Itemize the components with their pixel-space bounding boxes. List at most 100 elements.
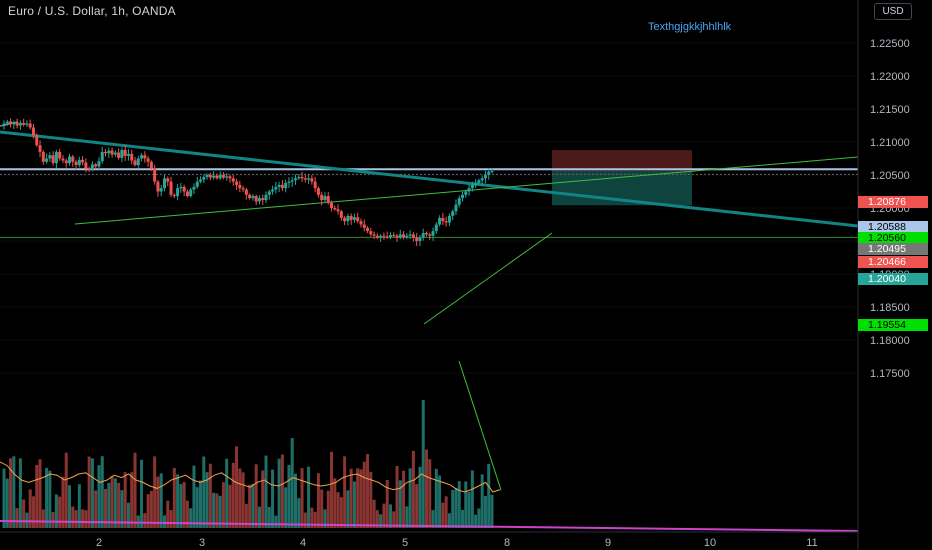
- time-tick-label: 10: [704, 537, 716, 549]
- volume-bar: [431, 510, 435, 528]
- volume-bar: [22, 499, 26, 528]
- time-tick-label: 11: [806, 537, 817, 549]
- candle-body: [136, 158, 140, 166]
- candle-body: [418, 237, 422, 241]
- uptrend-line: [423, 232, 553, 325]
- candle-body: [202, 176, 206, 180]
- candle-body: [467, 188, 471, 192]
- volume-bar: [195, 487, 199, 528]
- candle-body: [483, 175, 487, 179]
- volume-bar: [38, 459, 42, 528]
- candle-body: [261, 198, 265, 201]
- candle-body: [18, 122, 22, 126]
- volume-bar: [41, 509, 45, 528]
- candle-body: [215, 175, 219, 179]
- candle-body: [408, 234, 412, 236]
- candle-body: [123, 149, 127, 156]
- volume-bar: [146, 494, 150, 528]
- volume-divergence-line: [458, 360, 502, 491]
- volume-bar: [261, 470, 265, 528]
- candle-body: [235, 181, 239, 185]
- volume-bars: [2, 400, 494, 528]
- time-axis[interactable]: 2 3 4 5 8 9 10 11: [0, 531, 858, 549]
- candle-body: [84, 162, 88, 169]
- candle-body: [474, 182, 478, 185]
- candle-body: [444, 221, 448, 223]
- candle-body: [333, 208, 337, 210]
- volume-bar: [421, 400, 425, 528]
- chart-text-note[interactable]: Texthgjgkkjhhlhlk: [648, 21, 732, 33]
- volume-bar: [172, 467, 176, 528]
- candle-body: [359, 221, 363, 225]
- candle-body: [480, 178, 484, 181]
- volume-bar: [411, 450, 415, 528]
- volume-bar: [48, 470, 52, 528]
- volume-bar: [15, 508, 19, 528]
- candle-body: [199, 179, 203, 182]
- price-label: 1.20876: [858, 196, 928, 208]
- volume-bar: [330, 451, 334, 528]
- volume-bar: [382, 503, 386, 528]
- candle-body: [64, 160, 68, 164]
- symbol-title[interactable]: Euro / U.S. Dollar, 1h, OANDA: [8, 4, 176, 18]
- volume-moving-average: [0, 461, 859, 532]
- candle-body: [284, 182, 288, 189]
- volume-bar: [221, 482, 225, 528]
- candle-body: [310, 178, 314, 182]
- candle-body: [107, 150, 111, 154]
- volume-bar: [346, 490, 350, 528]
- volume-bar: [480, 474, 484, 528]
- candle-body: [97, 161, 101, 167]
- volume-bar: [280, 454, 284, 528]
- price-tick-label: 1.22000: [870, 71, 910, 83]
- volume-bar: [343, 456, 347, 528]
- volume-bar: [287, 464, 291, 528]
- time-tick-label: 2: [96, 537, 102, 549]
- candle-body: [244, 189, 248, 195]
- volume-bar: [395, 465, 399, 528]
- risk-reward-position[interactable]: [552, 150, 692, 206]
- candle-body: [71, 156, 75, 162]
- candle-body: [31, 127, 35, 136]
- candle-body: [156, 181, 160, 192]
- volume-ma-line: [0, 461, 501, 493]
- volume-bar: [274, 515, 278, 528]
- price-axis[interactable]: 1.225001.220001.215001.210001.205001.200…: [857, 0, 910, 550]
- volume-bar: [369, 471, 373, 528]
- volume-bar: [182, 482, 186, 528]
- drawing-lines[interactable]: [0, 121, 859, 491]
- volume-bar: [107, 482, 111, 528]
- candle-body: [176, 188, 180, 197]
- candle-body: [221, 175, 225, 178]
- candle-body: [487, 171, 491, 175]
- volume-bar: [81, 509, 85, 528]
- time-tick-label: 9: [605, 537, 611, 549]
- candle-body: [153, 168, 157, 182]
- volume-bar: [61, 476, 65, 528]
- volume-bar: [90, 458, 94, 528]
- candle-body: [218, 175, 222, 179]
- candle-body: [477, 180, 481, 183]
- candle-body: [441, 217, 445, 222]
- candle-body: [415, 237, 419, 241]
- volume-bar: [388, 504, 392, 528]
- candle-body: [461, 194, 465, 199]
- price-label: 1.19554: [858, 319, 928, 331]
- candle-body: [411, 234, 415, 238]
- candle-body: [257, 198, 261, 202]
- volume-bar: [313, 511, 317, 528]
- candle-body: [339, 211, 343, 218]
- candle-body: [274, 186, 278, 190]
- candle-body: [398, 234, 402, 238]
- volume-bar: [179, 484, 183, 528]
- candle-body: [326, 196, 330, 203]
- volume-bar: [474, 514, 478, 528]
- volume-bar: [120, 490, 124, 528]
- currency-button[interactable]: USD: [874, 3, 912, 20]
- candle-body: [382, 235, 386, 237]
- stop-loss-zone: [552, 150, 692, 172]
- candle-body: [140, 155, 144, 159]
- candle-body: [248, 194, 252, 199]
- volume-bar: [310, 507, 314, 528]
